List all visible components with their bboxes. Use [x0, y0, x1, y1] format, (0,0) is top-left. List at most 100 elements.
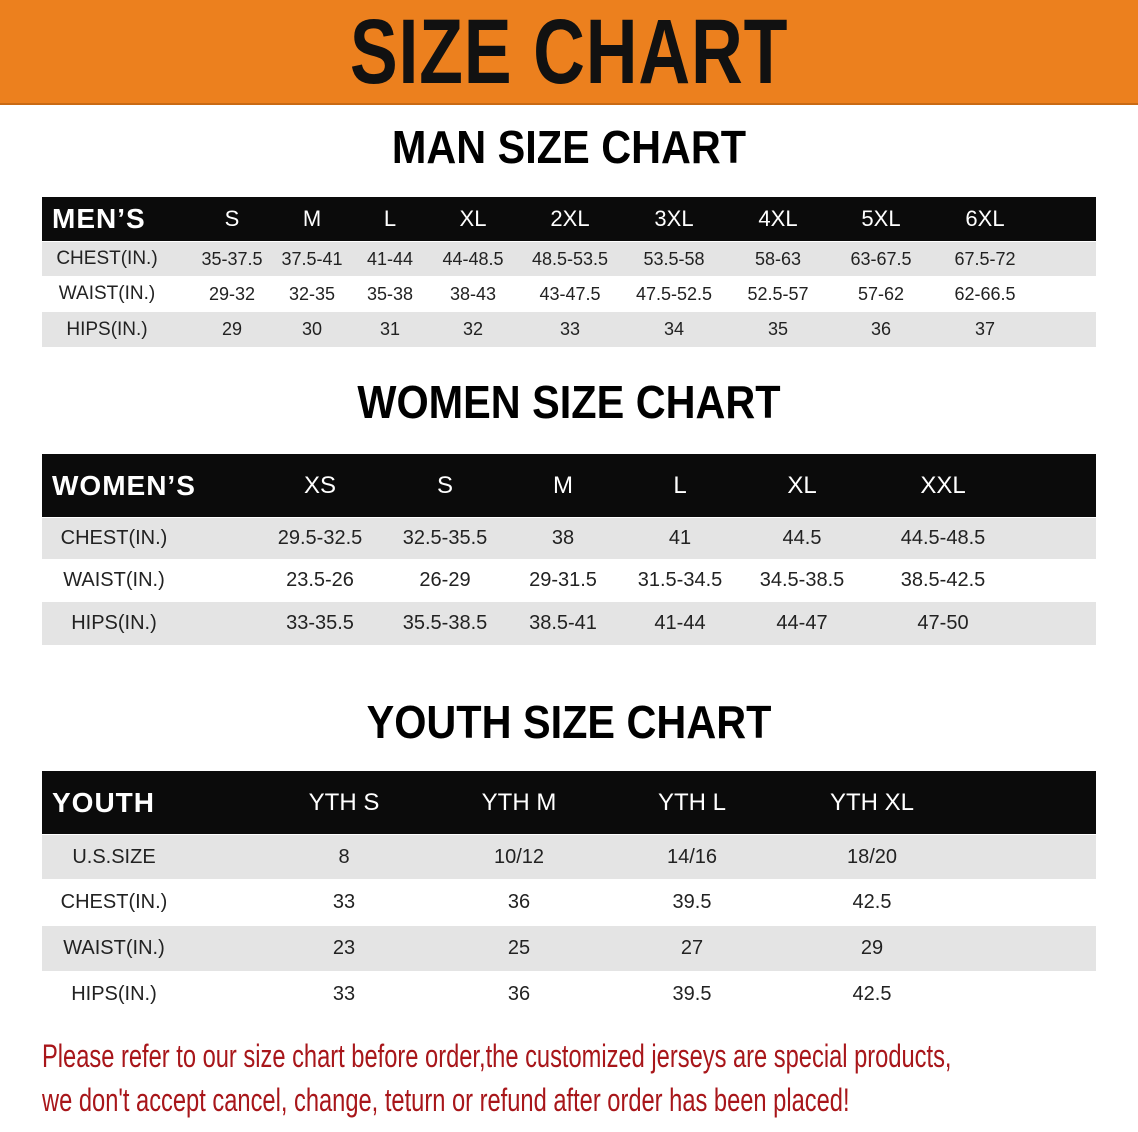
- table-cell: 34: [663, 319, 685, 339]
- table-cell: 35: [767, 319, 789, 339]
- table-cell: 26-29: [419, 569, 471, 591]
- banner-title: SIZE CHART: [349, 1, 789, 103]
- table-cell: 35-37.5: [201, 248, 263, 269]
- table-cell: 23.5-26: [286, 569, 354, 591]
- table-cell: 41-44: [366, 248, 414, 269]
- size-header-s: S: [436, 471, 454, 499]
- row-label: CHEST(IN.): [56, 248, 158, 269]
- table-cell: 47.5-52.5: [635, 283, 713, 304]
- table-cell: 42.5: [852, 983, 892, 1005]
- table-cell: 29.5-32.5: [277, 527, 363, 549]
- notice-line-1: Please refer to our size chart before or…: [42, 1038, 952, 1074]
- table-cell: 32: [462, 319, 484, 339]
- men-section-title: MAN SIZE CHART: [391, 121, 747, 173]
- table-cell: 35.5-38.5: [402, 612, 488, 634]
- row-label: WAIST(IN.): [58, 283, 156, 304]
- table-header-row: YOUTH YTH S YTH M YTH L YTH XL: [42, 771, 1096, 834]
- table-cell: 38: [551, 527, 575, 549]
- size-header-4xl: 4XL: [758, 206, 798, 231]
- table-cell: 27: [680, 937, 704, 959]
- header-label: YOUTH: [52, 786, 155, 818]
- table-cell: 38.5-42.5: [900, 569, 986, 591]
- size-header-yth-s: YTH S: [308, 788, 380, 816]
- table-cell: 42.5: [852, 891, 892, 913]
- row-label: WAIST(IN.): [63, 937, 165, 959]
- table-row: CHEST(IN.) 29.5-32.5 32.5-35.5 38 41 44.5 44.5…: [42, 518, 1096, 559]
- table-header-row: WOMEN’S XS S M L XL XXL: [42, 454, 1096, 517]
- youth-size-table: YOUTH YTH S YTH M YTH L YTH XL U.S.SIZE 8 10/12…: [42, 771, 1096, 1018]
- table-cell: 29-31.5: [529, 569, 597, 591]
- table-cell: 52.5-57: [747, 283, 809, 304]
- row-label: HIPS(IN.): [71, 612, 157, 634]
- table-cell: 33-35.5: [286, 612, 354, 634]
- table-row: WAIST(IN.) 23.5-26 26-29 29-31.5 31.5-34.5 34…: [42, 560, 1096, 601]
- table-cell: 62-66.5: [954, 283, 1016, 304]
- table-cell: 29: [860, 937, 884, 959]
- table-cell: 14/16: [666, 845, 718, 868]
- table-cell: 67.5-72: [954, 248, 1016, 269]
- table-cell: 31: [379, 319, 401, 339]
- table-cell: 57-62: [857, 283, 905, 304]
- table-row: WAIST(IN.) 23 25 27 29: [42, 926, 1096, 971]
- table-cell: 53.5-58: [643, 248, 705, 269]
- table-cell: 30: [301, 319, 323, 339]
- table-cell: 47-50: [917, 612, 969, 634]
- table-row: WAIST(IN.) 29-32 32-35 35-38 38-43 43-47.5 47.…: [42, 277, 1096, 311]
- size-header-s: S: [224, 206, 240, 231]
- table-cell: 35-38: [366, 283, 414, 304]
- table-cell: 10/12: [493, 845, 545, 868]
- row-label: WAIST(IN.): [63, 569, 165, 591]
- table-cell: 41-44: [654, 612, 706, 634]
- size-header-yth-m: YTH M: [481, 788, 557, 816]
- size-header-l: L: [673, 471, 687, 499]
- size-header-xs: XS: [303, 471, 337, 499]
- table-row: CHEST(IN.) 35-37.5 37.5-41 41-44 44-48.5 48.5…: [42, 242, 1096, 276]
- youth-section-title: YOUTH SIZE CHART: [366, 696, 772, 748]
- table-cell: 37.5-41: [281, 248, 343, 269]
- table-cell: 39.5: [672, 983, 712, 1005]
- men-size-table: MEN’S S M L XL 2XL 3XL 4XL 5XL 6XL CHEST(IN.) 35-37…: [42, 197, 1096, 348]
- table-cell: 58-63: [754, 248, 802, 269]
- size-header-m: M: [302, 206, 322, 231]
- table-cell: 36: [507, 891, 531, 913]
- row-label: HIPS(IN.): [71, 983, 157, 1005]
- table-row: HIPS(IN.) 33 36 39.5 42.5: [42, 972, 1096, 1017]
- table-cell: 23: [332, 937, 356, 959]
- size-header-m: M: [553, 471, 573, 499]
- size-header-6xl: 6XL: [965, 206, 1005, 231]
- table-cell: 18/20: [846, 845, 898, 868]
- table-cell: 25: [507, 937, 531, 959]
- table-cell: 36: [870, 319, 892, 339]
- table-cell: 44.5-48.5: [900, 527, 986, 549]
- women-section-title: WOMEN SIZE CHART: [357, 376, 781, 428]
- table-cell: 33: [559, 319, 581, 339]
- table-cell: 8: [338, 845, 350, 868]
- size-header-xl: XL: [787, 471, 817, 499]
- table-cell: 32.5-35.5: [402, 527, 488, 549]
- table-cell: 29-32: [208, 283, 256, 304]
- notice-line-2: we don't accept cancel, change, teturn o…: [42, 1082, 850, 1118]
- table-cell: 44-48.5: [442, 248, 504, 269]
- women-size-table: WOMEN’S XS S M L XL XXL CHEST(IN.) 29.5-32.5 32.5…: [42, 454, 1096, 646]
- table-cell: 38.5-41: [529, 612, 597, 634]
- table-cell: 32-35: [288, 283, 336, 304]
- banner: SIZE CHART: [0, 0, 1138, 105]
- table-cell: 29: [221, 319, 243, 339]
- size-header-yth-l: YTH L: [657, 788, 727, 816]
- row-label: HIPS(IN.): [66, 318, 148, 340]
- size-header-2xl: 2XL: [550, 206, 590, 231]
- header-label: MEN’S: [52, 203, 146, 234]
- table-cell: 37: [974, 319, 996, 339]
- table-cell: 38-43: [449, 283, 497, 304]
- table-row: CHEST(IN.) 33 36 39.5 42.5: [42, 880, 1096, 925]
- header-label: WOMEN’S: [52, 469, 196, 501]
- table-row: HIPS(IN.) 33-35.5 35.5-38.5 38.5-41 41-44 44-…: [42, 602, 1096, 645]
- row-label: CHEST(IN.): [60, 527, 168, 549]
- size-header-3xl: 3XL: [654, 206, 694, 231]
- table-cell: 63-67.5: [850, 248, 912, 269]
- table-cell: 33: [332, 983, 356, 1005]
- table-row: U.S.SIZE 8 10/12 14/16 18/20: [42, 835, 1096, 879]
- row-label: CHEST(IN.): [60, 891, 168, 913]
- table-cell: 34.5-38.5: [759, 569, 845, 591]
- table-cell: 39.5: [672, 891, 712, 913]
